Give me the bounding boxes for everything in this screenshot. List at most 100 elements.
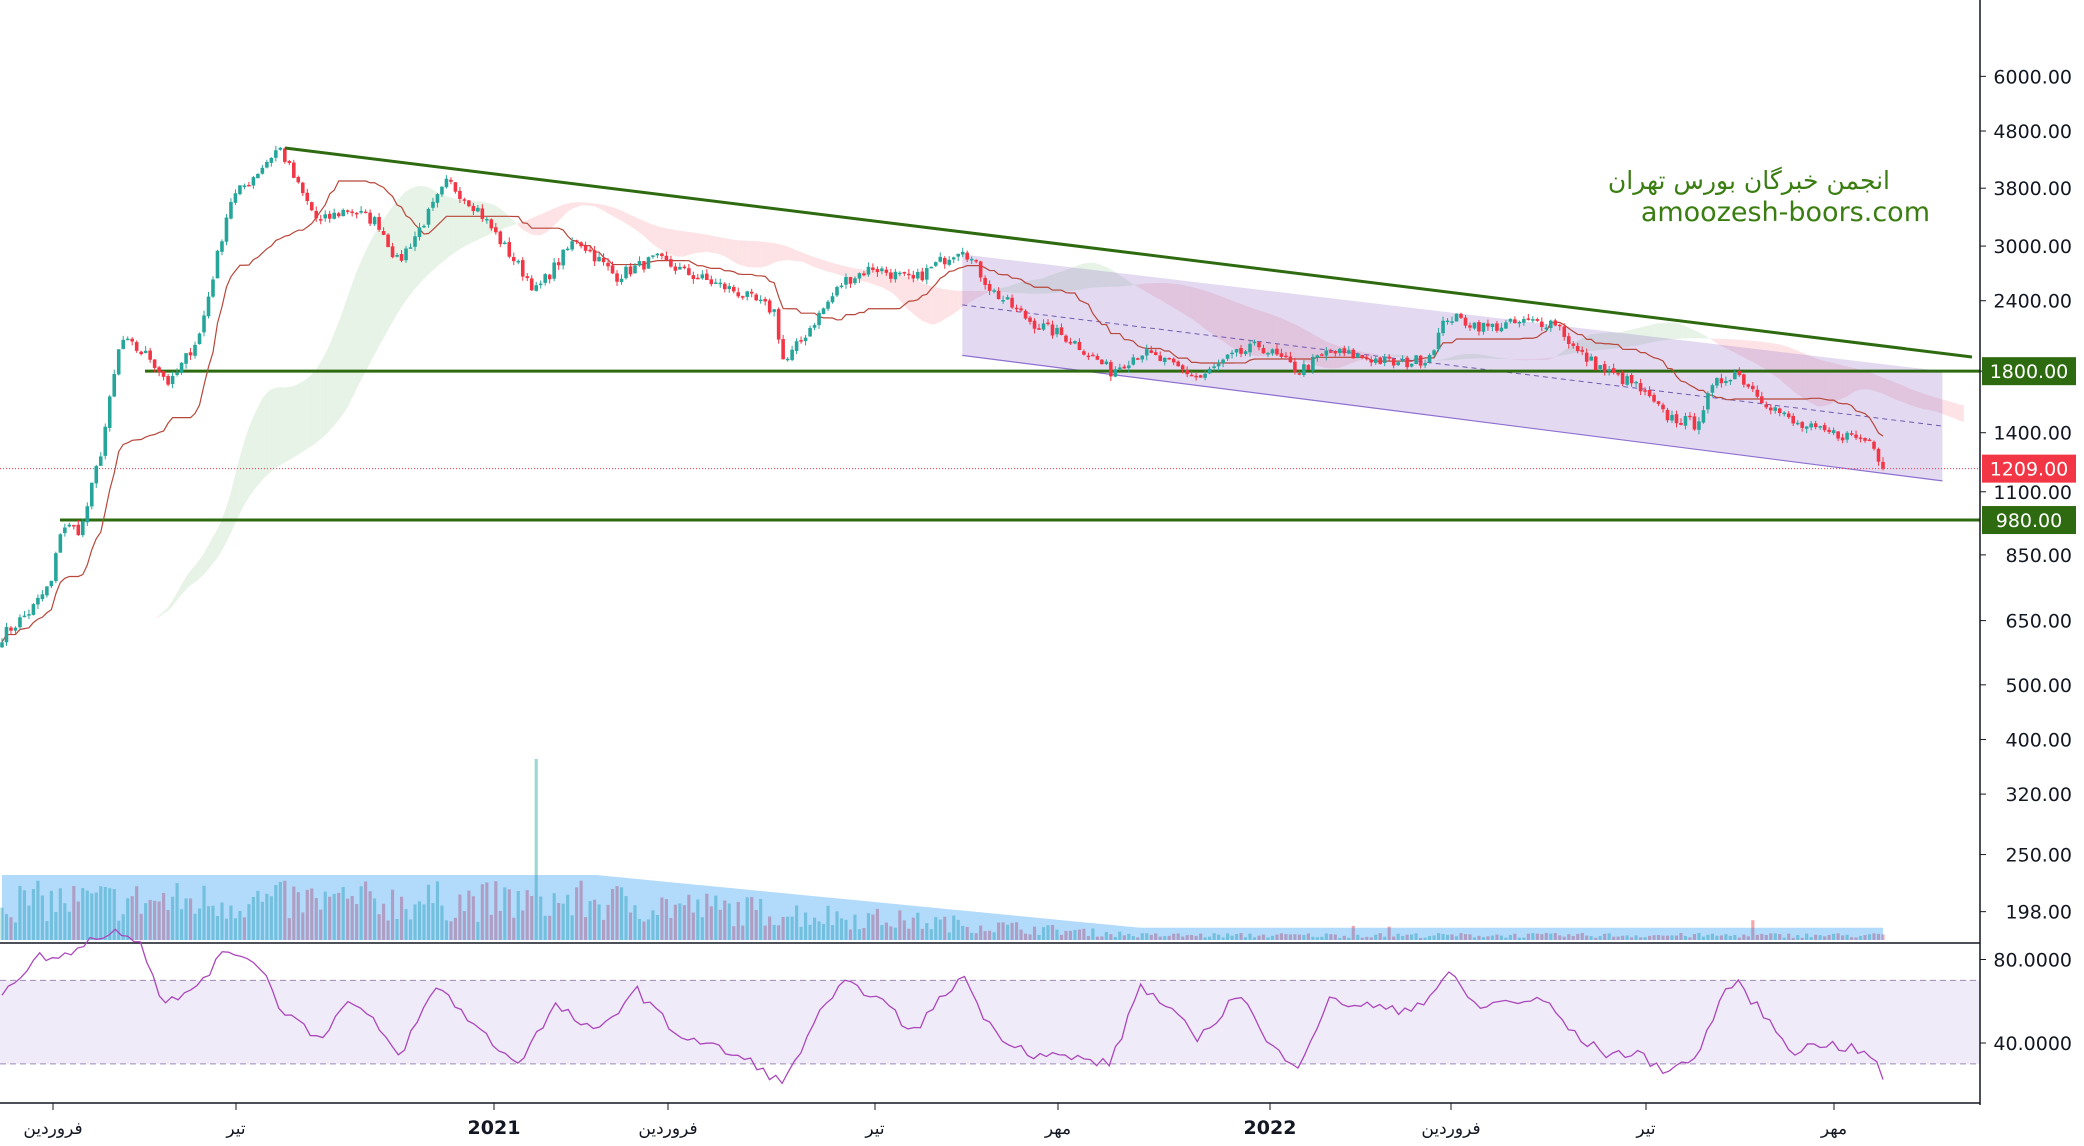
candle-body bbox=[593, 250, 597, 261]
candle-body bbox=[1558, 325, 1562, 327]
candle-body bbox=[1675, 414, 1679, 423]
candle-body bbox=[795, 341, 799, 351]
candle-body bbox=[714, 282, 718, 284]
candle-body bbox=[575, 240, 579, 242]
candle-body bbox=[157, 367, 161, 372]
candle-body bbox=[1868, 440, 1872, 442]
candle-body bbox=[319, 219, 323, 221]
cloud-segment bbox=[738, 240, 742, 265]
candle-body bbox=[822, 308, 826, 314]
candle-body bbox=[790, 350, 794, 360]
candle-body bbox=[1374, 358, 1378, 362]
candle-body bbox=[1464, 318, 1468, 326]
candle-body bbox=[14, 628, 18, 631]
candle-body bbox=[117, 349, 121, 374]
candle-body bbox=[696, 278, 700, 280]
cloud-segment bbox=[572, 202, 576, 209]
cloud-segment bbox=[604, 205, 608, 214]
cloud-segment bbox=[545, 210, 549, 233]
candle-body bbox=[1087, 356, 1091, 358]
cloud-segment bbox=[209, 537, 213, 569]
candle-body bbox=[1042, 323, 1046, 329]
candle-body bbox=[1149, 350, 1153, 353]
candle-body bbox=[36, 598, 40, 605]
candle-body bbox=[1289, 356, 1293, 362]
candle-body bbox=[1562, 326, 1566, 337]
candle-body bbox=[1405, 358, 1409, 367]
candle-body bbox=[485, 219, 489, 221]
cloud-segment bbox=[720, 237, 724, 256]
cloud-segment bbox=[132, 629, 136, 632]
candle-body bbox=[1064, 336, 1068, 342]
cloud-segment bbox=[330, 333, 334, 431]
candle-body bbox=[323, 214, 327, 218]
candle-body bbox=[678, 267, 682, 270]
candle-body bbox=[1271, 349, 1275, 353]
candle-body bbox=[1711, 385, 1715, 393]
candle-body bbox=[1082, 351, 1086, 355]
candle-body bbox=[1275, 349, 1279, 355]
cloud-segment bbox=[514, 221, 518, 226]
candle-body bbox=[499, 232, 503, 245]
candle-body bbox=[189, 352, 193, 355]
candle-body bbox=[871, 267, 875, 270]
price-tick-label: 400.00 bbox=[2006, 729, 2072, 751]
candle-body bbox=[86, 506, 90, 522]
candle-body bbox=[597, 257, 601, 261]
candle-body bbox=[633, 266, 637, 274]
candle-body bbox=[988, 284, 992, 291]
cloud-segment bbox=[792, 248, 796, 261]
candle-body bbox=[1715, 378, 1719, 386]
candle-body bbox=[463, 199, 467, 201]
candle-body bbox=[1747, 384, 1751, 386]
candle-body bbox=[521, 260, 525, 276]
cloud-segment bbox=[1690, 328, 1694, 338]
cloud-segment bbox=[294, 384, 298, 457]
cloud-segment bbox=[379, 219, 383, 346]
candle-body bbox=[1809, 423, 1813, 427]
candle-body bbox=[395, 255, 399, 257]
candle-body bbox=[1567, 336, 1571, 344]
candle-body bbox=[1051, 324, 1055, 335]
candle-body bbox=[826, 302, 830, 309]
cloud-segment bbox=[613, 207, 617, 218]
time-tick-label: تیر bbox=[864, 1119, 885, 1139]
candle-body bbox=[1334, 351, 1338, 353]
candle-body bbox=[831, 296, 835, 302]
candle-body bbox=[1028, 318, 1032, 322]
candle-body bbox=[337, 213, 341, 216]
candle-body bbox=[777, 309, 781, 339]
cloud-segment bbox=[541, 212, 545, 235]
candle-body bbox=[903, 272, 907, 274]
candle-body bbox=[1621, 373, 1625, 384]
candle-body bbox=[507, 242, 511, 257]
cloud-segment bbox=[779, 244, 783, 261]
cloud-segment bbox=[559, 205, 563, 221]
candle-body bbox=[1203, 374, 1207, 378]
candle-body bbox=[458, 191, 462, 199]
candle-body bbox=[570, 241, 574, 249]
cloud-segment bbox=[837, 264, 841, 276]
candle-body bbox=[1706, 393, 1710, 409]
candle-body bbox=[1580, 350, 1584, 352]
candle-body bbox=[1033, 321, 1037, 329]
candle-body bbox=[992, 290, 996, 292]
cloud-segment bbox=[841, 265, 845, 276]
candle-body bbox=[1459, 314, 1463, 318]
price-tick-label: 198.00 bbox=[2006, 902, 2072, 924]
cloud-segment bbox=[945, 289, 949, 319]
candle-body bbox=[1410, 364, 1414, 367]
candle-body bbox=[59, 534, 63, 552]
candle-body bbox=[1001, 300, 1005, 302]
candle-body bbox=[207, 297, 211, 317]
candle-body bbox=[840, 286, 844, 288]
candle-body bbox=[1594, 357, 1598, 370]
cloud-segment bbox=[909, 278, 913, 314]
candle-body bbox=[1738, 371, 1742, 375]
cloud-segment bbox=[1699, 332, 1703, 338]
price-tick-label: 650.00 bbox=[2006, 611, 2072, 633]
candle-body bbox=[247, 185, 251, 187]
cloud-segment bbox=[146, 622, 150, 625]
candle-body bbox=[1877, 449, 1881, 462]
candle-body bbox=[1518, 322, 1522, 324]
